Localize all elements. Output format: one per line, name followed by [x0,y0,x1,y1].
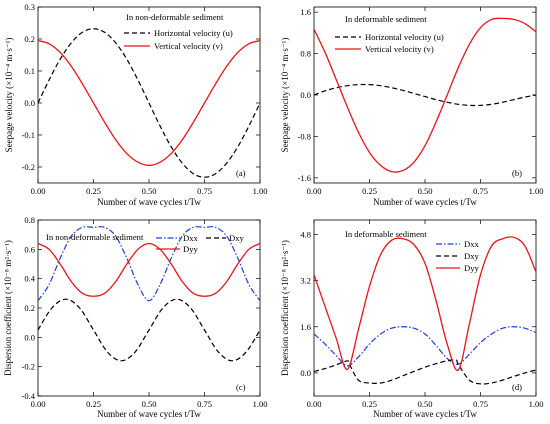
plot-lines [314,236,536,385]
x-tick-label: 0.25 [362,399,377,409]
panel-label: (c) [236,382,246,392]
annotation: In non-deformable sediment [46,232,144,242]
panel-label: (b) [512,168,522,178]
plot-lines [314,17,536,173]
y-tick-label: 0.0 [300,90,311,100]
y-tick-label: 0.2 [24,303,35,313]
x-tick-label: 0.75 [197,399,212,409]
legend-label-dyy: Dyy [183,244,199,254]
x-tick-label: 0.25 [86,399,101,409]
y-tick-label: 0.8 [24,215,35,225]
annotation: In non-deformable sediment [126,12,224,22]
legend-label-v: Vertical velocity (v) [154,41,223,51]
y-axis-label: Dispersion coefficient (×10⁻⁸ m²·s⁻¹) [280,240,290,376]
x-tick-label: 0.50 [142,186,157,196]
legend: Horizontal velocity (u) Vertical velocit… [335,32,444,54]
legend-label-v: Vertical velocity (v) [365,44,434,54]
y-tick-label: -1.6 [298,173,311,183]
legend: Dxx Dxy Dyy [156,233,245,254]
y-tick-label: 0.2 [24,34,35,44]
y-tick-label: 4.8 [300,229,311,239]
x-tick-label: 0.75 [197,186,212,196]
series-line-dxx [38,226,260,302]
series-line-dxy [38,298,260,362]
annotation: In deformable sediment [345,14,427,24]
y-tick-label: -0.2 [22,362,35,372]
x-axis-label: Number of wave cycles t/Tw [97,197,201,207]
x-axis-label: Number of wave cycles t/Tw [97,409,201,419]
series-line-dyy [38,242,260,297]
y-tick-label: 0.0 [24,98,35,108]
x-tick-label: 1.00 [529,186,544,196]
y-tick-label: 3.2 [300,276,311,286]
y-tick-label: 1.6 [300,7,311,17]
y-axis-label: Seepage velocity (×10⁻⁴ m·s⁻¹) [4,38,14,153]
series-line-vertical-velocity-v [314,17,536,173]
series-line-vertical-velocity-v [38,39,260,167]
legend-label-dxy: Dxy [229,233,245,243]
x-tick-label: 1.00 [529,399,544,409]
y-tick-label: -0.4 [22,391,36,401]
x-tick-label: 0.00 [307,399,322,409]
y-tick-label: -0.2 [22,162,35,172]
y-tick-label: 0.8 [300,49,311,59]
panel-a: 0.00 0.25 0.50 0.75 1.00 -0.2 -0.1 0.0 0.1 0.2 0.3… [4,2,267,207]
axis-ticks: 0.00 0.25 0.50 0.75 1.00 -1.6 -0.8 0.0 0.8 1.6 [298,7,544,196]
y-tick-label: 0.4 [24,274,35,284]
y-axis-label: Seepage velocity (×10⁻⁴ m·s⁻¹) [280,38,290,153]
series-line-dxx [314,326,536,367]
x-axis-label: Number of wave cycles t/Tw [373,409,477,419]
y-tick-label: 1.6 [300,322,311,332]
x-tick-label: 0.50 [418,186,433,196]
plot-lines [38,28,260,178]
y-tick-label: 0.3 [24,2,35,12]
legend-label-dyy: Dyy [464,263,480,273]
legend: Dxx Dxy Dyy [436,239,480,273]
annotation: In deformable sediment [345,229,427,239]
axis-ticks: 0.00 0.25 0.50 0.75 1.00 0.0 1.6 3.2 4.8 [300,220,543,409]
x-tick-label: 0.00 [31,186,46,196]
axis-ticks: 0.00 0.25 0.50 0.75 1.00 -0.4 -0.2 0.0 0.2 0.4 0.6… [22,215,268,409]
x-tick-label: 0.50 [142,399,157,409]
x-tick-label: 0.75 [473,186,488,196]
panel-b: 0.00 0.25 0.50 0.75 1.00 -1.6 -0.8 0.0 0.8 1.6 In… [280,6,544,207]
panel-c: 0.00 0.25 0.50 0.75 1.00 -0.4 -0.2 0.0 0.2 0.4 0.6… [3,215,267,419]
panel-label: (a) [236,168,246,178]
x-axis-label: Number of wave cycles t/Tw [373,197,477,207]
y-tick-label: 0.0 [300,368,311,378]
panel-label: (d) [512,382,522,392]
x-tick-label: 1.00 [253,186,268,196]
x-tick-label: 0.25 [362,186,377,196]
plot-frame [37,219,261,397]
legend-label-dxx: Dxx [464,239,480,249]
series-line-dyy [314,236,536,372]
x-tick-label: 1.00 [253,399,268,409]
legend: Horizontal velocity (u) Vertical velocit… [124,28,233,51]
x-tick-label: 0.25 [86,186,101,196]
y-tick-label: 0.6 [24,244,35,254]
axis-ticks: 0.00 0.25 0.50 0.75 1.00 -0.2 -0.1 0.0 0.1 0.2 0.3 [22,2,268,196]
legend-label-dxy: Dxy [464,251,480,261]
series-line-horizontal-velocity-u [38,28,260,178]
y-tick-label: -0.1 [22,130,35,140]
series-line-dxy [314,359,536,385]
x-tick-label: 0.75 [473,399,488,409]
legend-label-dxx: Dxx [183,233,199,243]
panel-d: 0.00 0.25 0.50 0.75 1.00 0.0 1.6 3.2 4.8 In defo… [280,219,543,419]
x-tick-label: 0.50 [418,399,433,409]
y-tick-label: 0.0 [24,332,35,342]
y-tick-label: 0.1 [24,66,35,76]
y-tick-label: -0.8 [298,131,311,141]
x-tick-label: 0.00 [307,186,322,196]
legend-label-u: Horizontal velocity (u) [154,28,233,38]
legend-label-u: Horizontal velocity (u) [365,32,444,42]
plot-lines [38,226,260,362]
x-tick-label: 0.00 [31,399,46,409]
series-line-horizontal-velocity-u [314,83,536,107]
y-axis-label: Dispersion coefficient (×10⁻⁸ m²·s⁻¹) [3,240,13,376]
